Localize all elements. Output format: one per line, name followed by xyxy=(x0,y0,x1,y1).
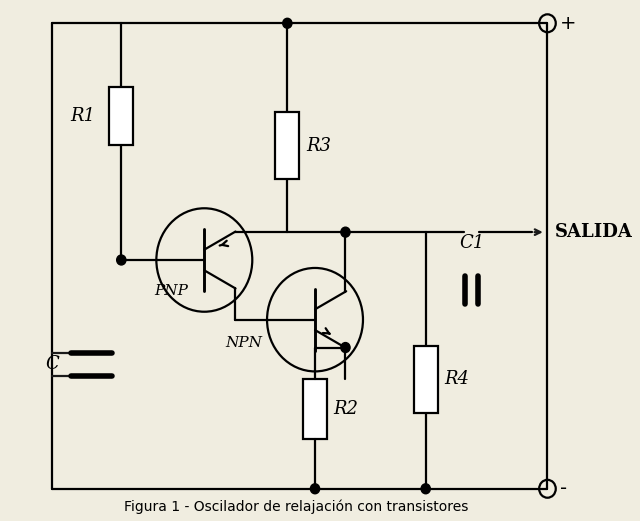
Circle shape xyxy=(341,227,350,237)
Circle shape xyxy=(341,343,350,353)
Text: NPN: NPN xyxy=(225,336,262,350)
Bar xyxy=(303,379,327,439)
Text: +: + xyxy=(561,14,577,33)
Text: SALIDA: SALIDA xyxy=(555,223,633,241)
Bar xyxy=(275,112,300,179)
Text: C1: C1 xyxy=(459,234,484,252)
Text: -: - xyxy=(561,479,568,498)
Text: R3: R3 xyxy=(306,137,331,155)
Circle shape xyxy=(116,255,126,265)
Circle shape xyxy=(421,484,430,494)
Bar xyxy=(109,87,133,145)
Circle shape xyxy=(310,484,319,494)
Text: R1: R1 xyxy=(70,107,95,125)
Text: PNP: PNP xyxy=(154,284,188,298)
Bar xyxy=(413,345,438,413)
Circle shape xyxy=(283,18,292,28)
Text: Figura 1 - Oscilador de relajación con transistores: Figura 1 - Oscilador de relajación con t… xyxy=(124,499,468,514)
Text: R2: R2 xyxy=(333,400,358,418)
Text: C: C xyxy=(45,355,59,374)
Text: R4: R4 xyxy=(444,370,469,388)
